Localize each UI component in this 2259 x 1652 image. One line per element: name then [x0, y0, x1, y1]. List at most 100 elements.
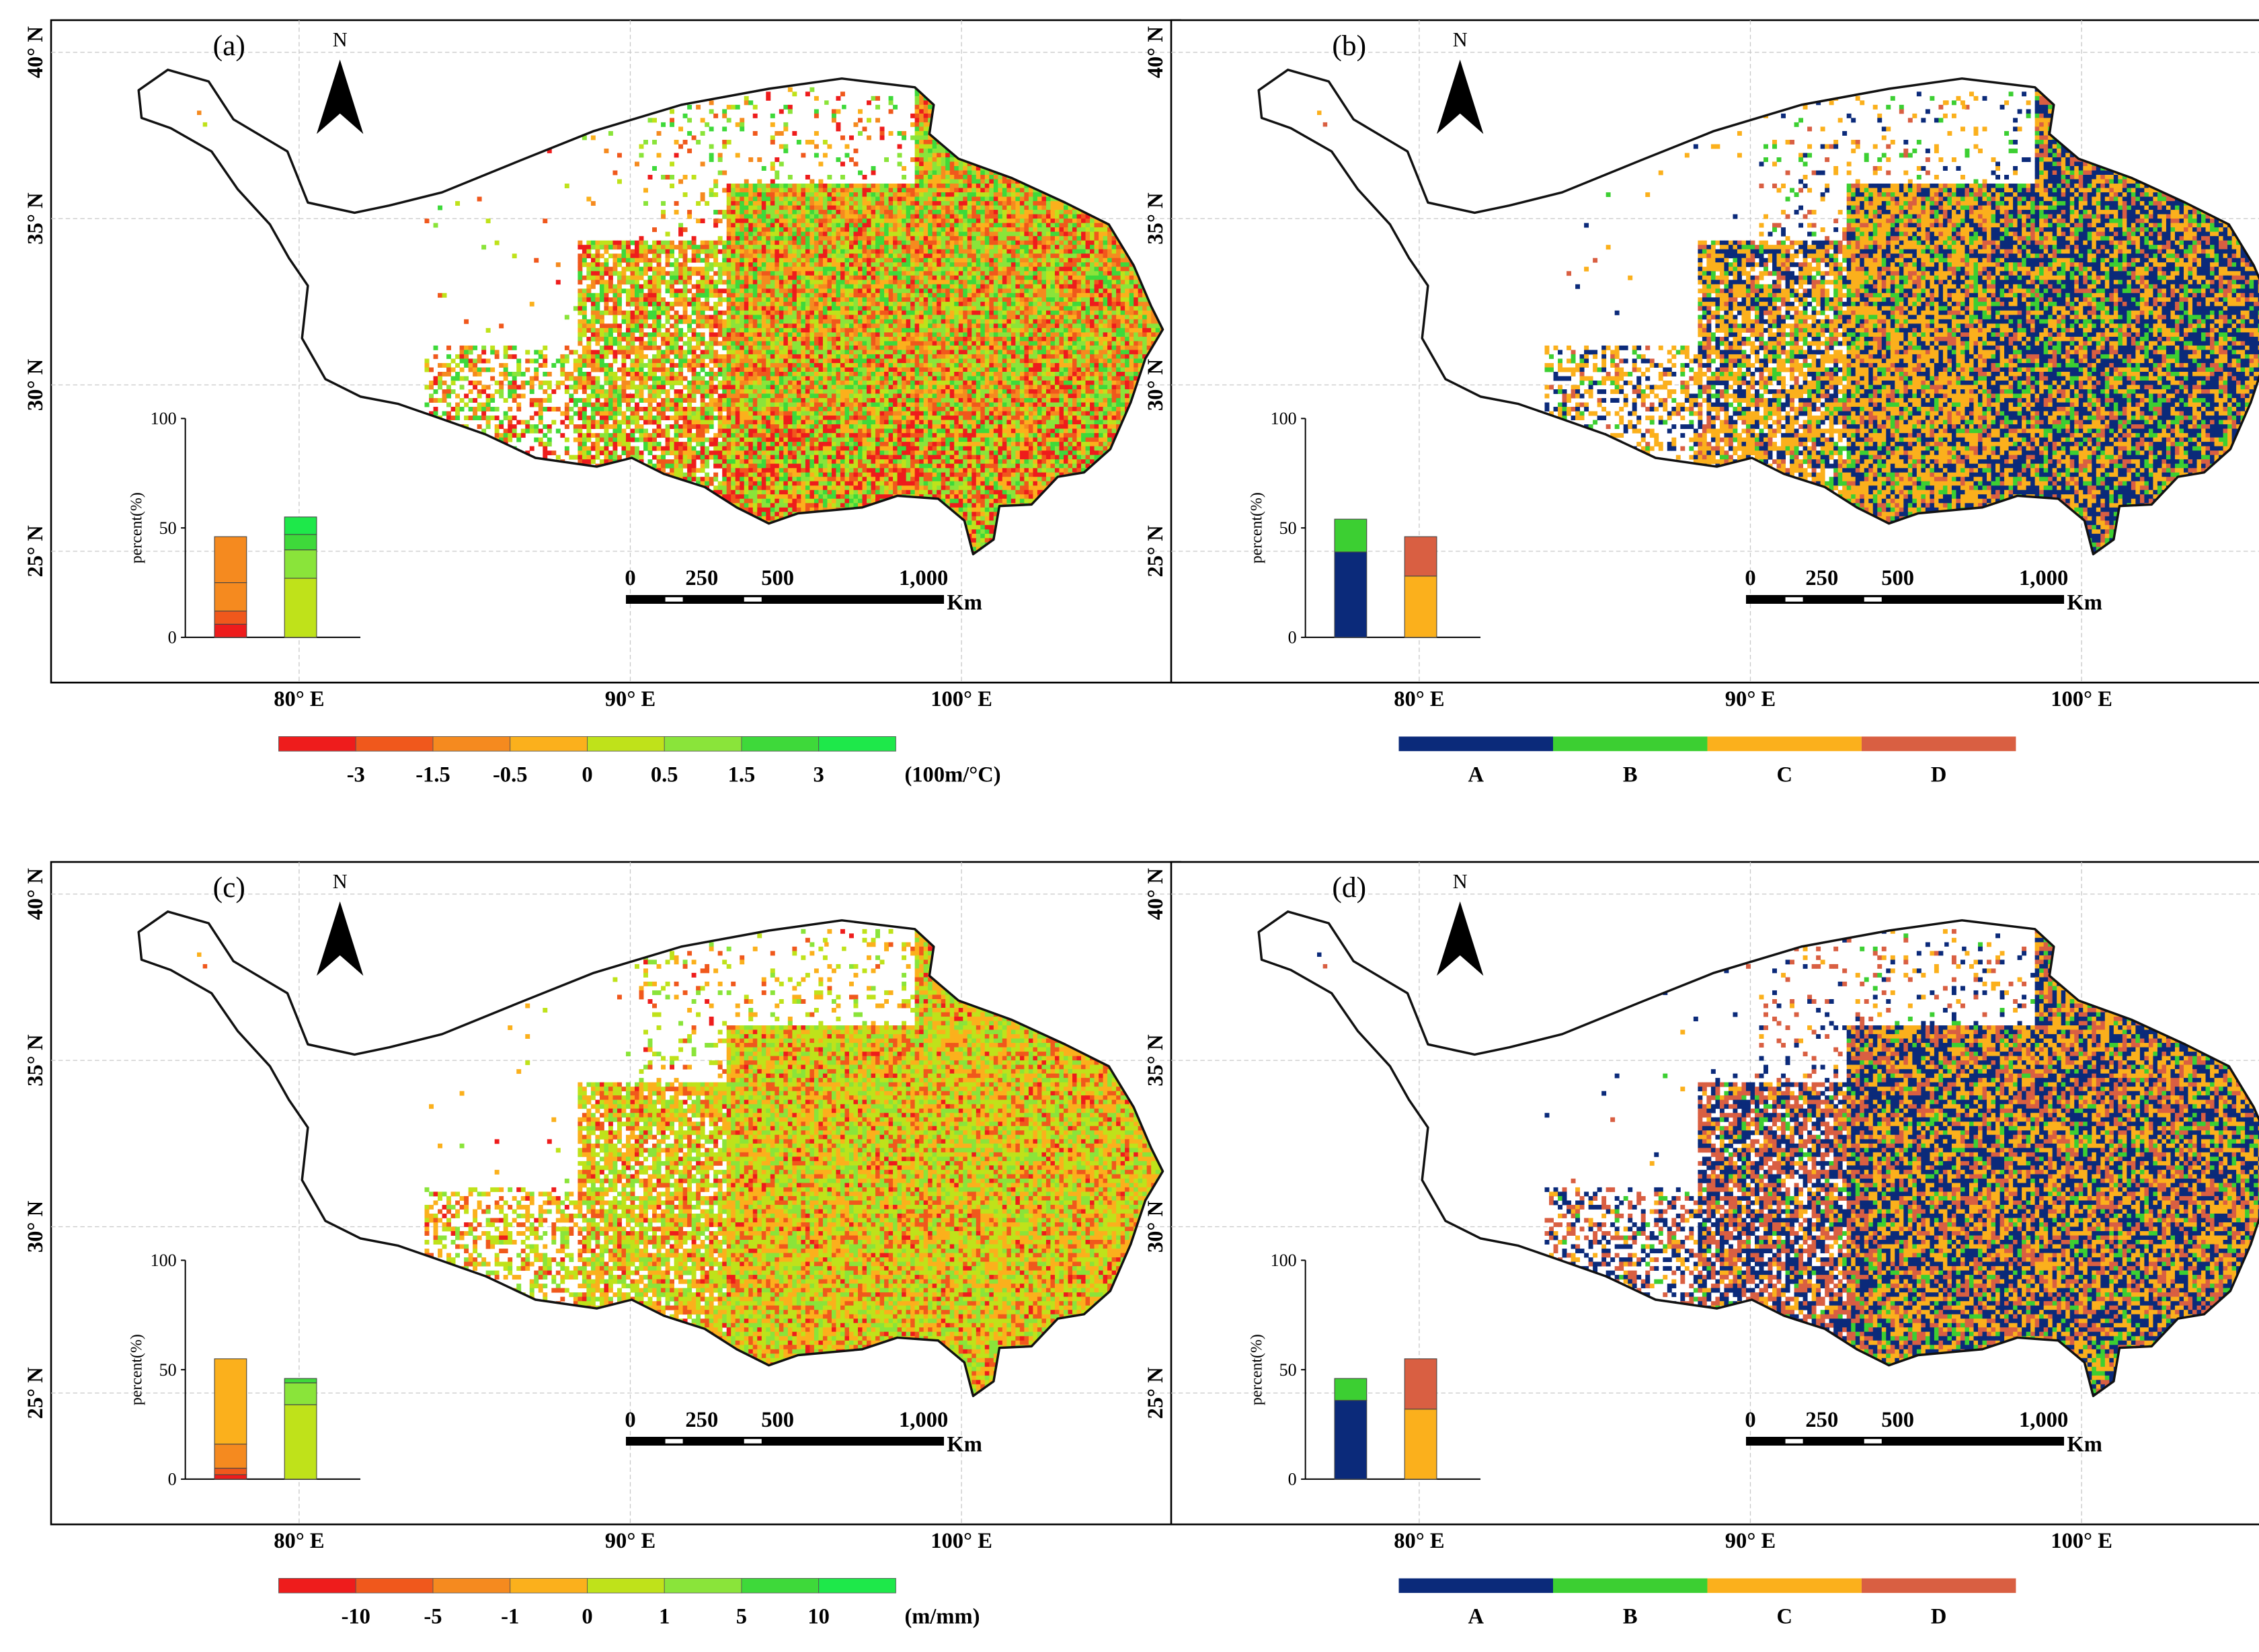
inset-bar-segment: [214, 582, 247, 612]
legend-swatch: [587, 1578, 665, 1594]
legend-label: -1: [501, 1605, 519, 1629]
scale-bar-label: 500: [761, 1408, 794, 1432]
inset-bar-segment: [284, 578, 317, 638]
panel-b: 40° N 35° N 30° N 25° N 80° E 90° E 100° E (b) N…: [1144, 19, 2259, 787]
inset-tick-label: 0: [1288, 1470, 1297, 1489]
north-arrow-icon: N: [316, 870, 364, 976]
scale-bar-segment: [1785, 597, 1803, 602]
legend-swatch: [278, 1578, 356, 1594]
legend: A B C D: [1398, 1578, 2016, 1629]
north-arrow-shape: [316, 901, 364, 976]
inset-chart: 100 50 0 percent(%): [1249, 1251, 1481, 1489]
legend-swatch: [741, 1578, 820, 1594]
legend-swatch: [1552, 736, 1708, 752]
legend-swatch: [664, 736, 742, 752]
north-arrow-icon: N: [1436, 870, 1484, 976]
longitude-label: 100° E: [930, 1529, 992, 1553]
inset-bar-segment: [214, 623, 247, 638]
inset-bar-segment: [1334, 518, 1368, 553]
latitude-label: 35° N: [24, 1034, 48, 1087]
north-arrow-label: N: [1453, 870, 1468, 893]
legend-label: C: [1776, 763, 1792, 787]
inset-bar-segment: [1404, 1409, 1437, 1480]
inset-bar-segment: [284, 1404, 317, 1480]
latitude-label: 30° N: [1144, 1200, 1168, 1253]
legend-label: -0.5: [493, 763, 528, 787]
north-arrow-label: N: [1453, 28, 1468, 51]
longitude-label: 80° E: [1394, 687, 1444, 711]
inset-bar-segment: [214, 1474, 247, 1480]
legend-label: 5: [736, 1605, 747, 1629]
north-arrow-label: N: [333, 870, 348, 893]
inset-bar-segment: [214, 611, 247, 625]
scale-bar-label: 0: [625, 566, 635, 590]
legend-swatch: [1707, 1578, 1862, 1594]
inset-bar-segment: [214, 1444, 247, 1469]
scale-bar-body: [1745, 594, 2065, 604]
inset-bar-segment: [284, 1382, 317, 1405]
inset-tick-label: 0: [168, 1470, 177, 1489]
latitude-label: 40° N: [24, 868, 48, 920]
inset-bar-segment: [284, 534, 317, 551]
legend-label: B: [1623, 763, 1638, 787]
plateau-outline: [1257, 69, 2259, 555]
latitude-label: 30° N: [24, 358, 48, 411]
legend-label: 0: [582, 1605, 592, 1629]
latitude-label: 25° N: [24, 525, 48, 578]
scale-bar-label: 1,000: [2019, 1408, 2068, 1432]
legend-label: A: [1468, 763, 1484, 787]
latitude-label: 40° N: [1144, 26, 1168, 79]
plateau-outline: [137, 910, 1164, 1397]
inset-bar-segment: [1334, 551, 1368, 638]
legend: A B C D: [1398, 736, 2016, 787]
latitude-label: 25° N: [24, 1367, 48, 1419]
panel-label: (a): [213, 30, 245, 62]
scale-bar-label: 1,000: [899, 1408, 948, 1432]
latitude-label: 35° N: [1144, 1034, 1168, 1087]
scale-bar-label: 250: [685, 1408, 718, 1432]
legend: -10 -5 -1 0 1 5 10 (m/mm): [278, 1578, 980, 1629]
legend-swatch: [1552, 1578, 1708, 1594]
legend-unit: (100m/°C): [904, 763, 1000, 787]
latitude-label: 25° N: [1144, 525, 1168, 578]
inset-y-label: percent(%): [128, 492, 146, 563]
scale-bar-label: 250: [1805, 566, 1838, 590]
inset-bar-segment: [284, 549, 317, 579]
scale-bar-body: [1745, 1436, 2065, 1446]
inset-bar-segment: [214, 536, 247, 584]
legend-unit: (m/mm): [904, 1605, 980, 1629]
panel-label: (d): [1332, 871, 1366, 904]
legend-label: -5: [424, 1605, 442, 1629]
legend-label: -1.5: [415, 763, 450, 787]
latitude-label: 25° N: [1144, 1367, 1168, 1419]
legend-label: -3: [347, 763, 365, 787]
panel-label: (c): [213, 871, 245, 904]
scale-bar-segment: [1864, 1439, 1882, 1444]
legend-label: 3: [814, 763, 824, 787]
legend-swatch: [741, 736, 820, 752]
latitude-label: 30° N: [1144, 358, 1168, 411]
scale-bar-label: 500: [1881, 566, 1914, 590]
inset-bar-segment: [214, 1468, 247, 1475]
legend-swatch: [1707, 736, 1862, 752]
scale-bar-label: 1,000: [2019, 566, 2068, 590]
legend-swatch: [355, 1578, 434, 1594]
latitude-label: 35° N: [1144, 192, 1168, 245]
inset-bar-segment: [1334, 1400, 1368, 1480]
inset-bar-segment: [284, 516, 317, 535]
scale-bar-label: 500: [761, 566, 794, 590]
scale-bar-body: [625, 594, 945, 604]
inset-bar-segment: [1404, 536, 1437, 577]
legend-swatch: [510, 736, 588, 752]
inset-tick-label: 0: [168, 628, 177, 647]
inset-bar-segment: [1334, 1378, 1368, 1401]
inset-tick-label: 100: [151, 409, 177, 428]
legend-swatch: [1398, 1578, 1553, 1594]
inset-tick-label: 100: [151, 1251, 177, 1270]
legend-swatch: [587, 736, 665, 752]
legend: -3 -1.5 -0.5 0 0.5 1.5 3 (100m/°C): [278, 736, 1001, 787]
panel-a: 40° N 35° N 30° N 25° N 80° E 90° E 100° E (a) N…: [24, 19, 1181, 787]
scale-bar-body: [625, 1436, 945, 1446]
longitude-label: 100° E: [2051, 1529, 2112, 1553]
